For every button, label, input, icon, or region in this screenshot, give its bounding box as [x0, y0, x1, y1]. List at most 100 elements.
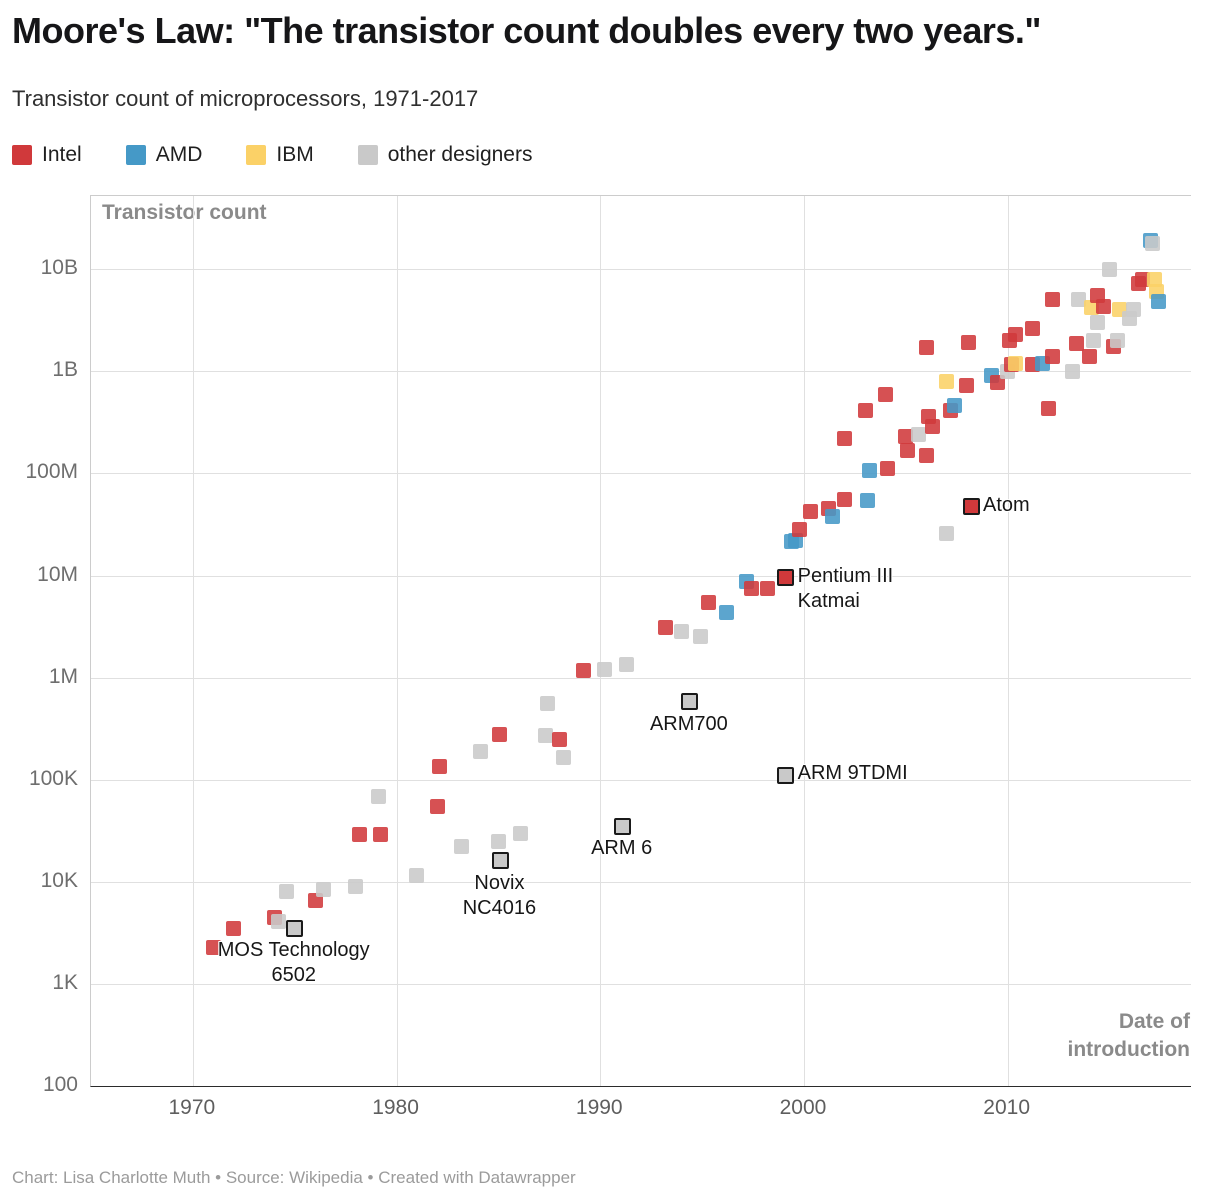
data-point-other[interactable] — [409, 868, 425, 884]
data-point-other[interactable] — [539, 696, 555, 712]
data-point-other[interactable] — [513, 825, 529, 841]
x-tick-label: 1970 — [168, 1096, 216, 1119]
data-point-other[interactable] — [370, 789, 386, 805]
annotated-data-point[interactable] — [286, 919, 304, 937]
data-point-intel[interactable] — [552, 731, 568, 747]
data-point-intel[interactable] — [700, 594, 716, 610]
data-point-ibm[interactable] — [1146, 271, 1162, 287]
data-point-other[interactable] — [1085, 333, 1101, 349]
annotated-data-point[interactable] — [962, 498, 980, 516]
data-point-intel[interactable] — [959, 377, 975, 393]
data-point-other[interactable] — [939, 525, 955, 541]
y-tick-label: 1B — [52, 358, 78, 382]
annotation-label: ARM 9TDMI — [797, 762, 908, 785]
data-point-other[interactable] — [1110, 333, 1126, 349]
data-point-ibm[interactable] — [1008, 355, 1024, 371]
data-point-intel[interactable] — [1095, 299, 1111, 315]
data-point-intel[interactable] — [491, 727, 507, 743]
gridline-horizontal — [91, 575, 1191, 577]
chart-subtitle: Transistor count of microprocessors, 197… — [12, 86, 479, 111]
annotation-label: ARM 6 — [591, 837, 653, 860]
data-point-amd[interactable] — [1150, 294, 1166, 310]
data-point-intel[interactable] — [352, 827, 368, 843]
data-point-amd[interactable] — [824, 509, 840, 525]
data-point-intel[interactable] — [837, 492, 853, 508]
data-point-intel[interactable] — [1040, 401, 1056, 417]
data-point-intel[interactable] — [877, 387, 893, 403]
data-point-other[interactable] — [596, 662, 612, 677]
data-point-intel[interactable] — [837, 430, 853, 446]
data-point-intel[interactable] — [307, 893, 323, 909]
annotated-data-point[interactable] — [614, 817, 632, 835]
gridline-horizontal — [91, 473, 1191, 475]
data-point-intel[interactable] — [900, 442, 916, 458]
data-point-intel[interactable] — [1024, 321, 1040, 337]
data-point-intel[interactable] — [576, 662, 592, 678]
data-point-other[interactable] — [279, 884, 295, 900]
data-point-intel[interactable] — [1069, 336, 1085, 352]
data-point-intel[interactable] — [918, 447, 934, 463]
data-point-ibm[interactable] — [939, 374, 955, 390]
data-point-other[interactable] — [315, 881, 331, 897]
data-point-other[interactable] — [348, 878, 364, 894]
legend-label: Intel — [42, 143, 82, 166]
data-point-other[interactable] — [1065, 363, 1081, 379]
gridline-horizontal — [91, 371, 1191, 373]
data-point-intel[interactable] — [205, 940, 221, 956]
data-point-other[interactable] — [1071, 292, 1087, 308]
annotated-data-point[interactable] — [681, 693, 699, 711]
data-point-intel[interactable] — [759, 580, 775, 596]
legend: Intel AMD IBM other designers — [12, 143, 532, 167]
data-point-intel[interactable] — [857, 403, 873, 419]
data-point-intel[interactable] — [1044, 292, 1060, 308]
y-axis-title: Transistor count — [102, 201, 267, 224]
y-tick-label: 10B — [40, 256, 78, 280]
data-point-intel[interactable] — [429, 798, 445, 814]
data-point-other[interactable] — [1126, 302, 1142, 318]
data-point-amd[interactable] — [947, 397, 963, 413]
data-point-other[interactable] — [556, 749, 572, 765]
x-axis-title: Date of introduction — [1067, 1010, 1190, 1061]
data-point-other[interactable] — [1144, 235, 1160, 251]
data-point-intel[interactable] — [898, 429, 914, 445]
data-point-amd[interactable] — [719, 605, 735, 621]
data-point-intel[interactable] — [1134, 271, 1150, 287]
data-point-intel[interactable] — [989, 375, 1005, 391]
data-point-intel[interactable] — [918, 339, 934, 355]
data-point-intel[interactable] — [792, 522, 808, 538]
data-point-intel[interactable] — [961, 335, 977, 351]
data-point-intel[interactable] — [226, 920, 242, 936]
data-point-intel[interactable] — [431, 759, 447, 775]
data-point-other[interactable] — [1089, 315, 1105, 331]
data-point-other[interactable] — [454, 839, 470, 855]
data-point-other[interactable] — [692, 629, 708, 645]
data-point-amd[interactable] — [861, 463, 877, 479]
annotated-data-point[interactable] — [491, 852, 509, 870]
data-point-other[interactable] — [537, 727, 553, 743]
data-point-other[interactable] — [910, 426, 926, 442]
data-point-other[interactable] — [472, 743, 488, 759]
data-point-intel[interactable] — [372, 827, 388, 843]
data-point-other[interactable] — [270, 913, 286, 929]
data-point-other[interactable] — [619, 656, 635, 672]
data-point-intel[interactable] — [1089, 287, 1105, 303]
data-point-amd[interactable] — [859, 492, 875, 508]
data-point-ibm[interactable] — [1083, 300, 1099, 316]
data-point-other[interactable] — [490, 833, 506, 849]
data-point-intel[interactable] — [802, 504, 818, 520]
data-point-other[interactable] — [1102, 261, 1118, 277]
legend-swatch-amd — [125, 145, 146, 165]
data-point-intel[interactable] — [743, 580, 759, 596]
x-tick-label: 1990 — [575, 1096, 623, 1119]
gridline-vertical — [192, 196, 194, 1086]
legend-swatch-intel — [12, 145, 32, 165]
data-point-intel[interactable] — [1008, 326, 1024, 342]
data-point-intel[interactable] — [920, 408, 936, 424]
data-point-intel[interactable] — [1044, 348, 1060, 364]
data-point-intel[interactable] — [879, 460, 895, 476]
data-point-intel[interactable] — [1081, 348, 1097, 364]
annotated-data-point[interactable] — [777, 569, 795, 587]
annotated-data-point[interactable] — [777, 766, 795, 784]
data-point-intel[interactable] — [657, 619, 673, 635]
data-point-other[interactable] — [674, 624, 690, 640]
